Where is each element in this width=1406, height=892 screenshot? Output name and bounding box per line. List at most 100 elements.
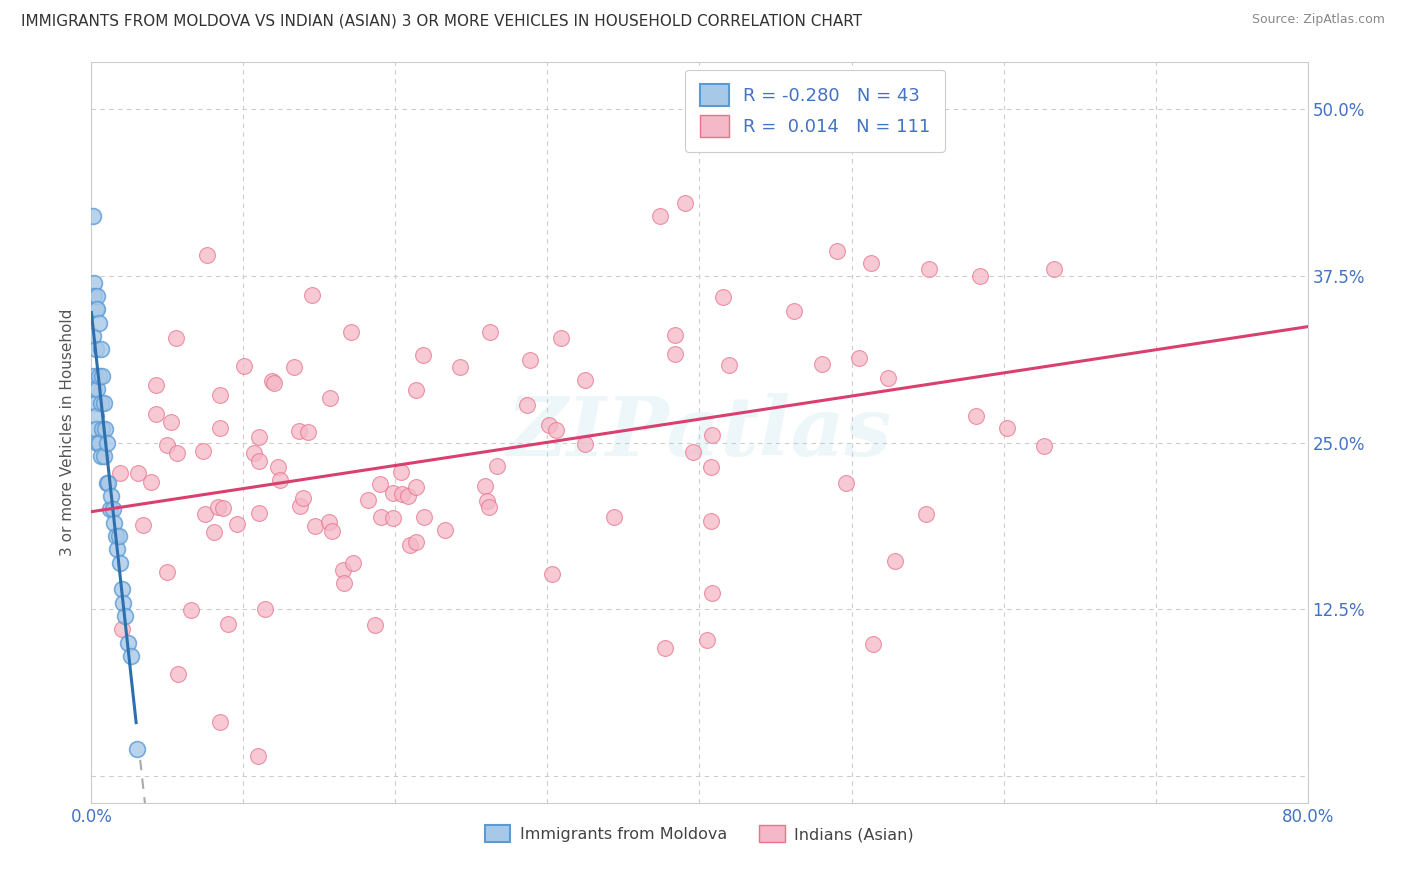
Point <box>654 640 676 655</box>
Point <box>208 421 231 435</box>
Point <box>83 276 105 290</box>
Point <box>333 576 356 591</box>
Text: IMMIGRANTS FROM MOLDOVA VS INDIAN (ASIAN) 3 OR MORE VEHICLES IN HOUSEHOLD CORREL: IMMIGRANTS FROM MOLDOVA VS INDIAN (ASIAN… <box>21 13 862 29</box>
Point <box>405 481 427 495</box>
Point <box>263 376 285 390</box>
Point <box>538 418 561 433</box>
Point <box>111 622 134 636</box>
Point <box>332 563 354 577</box>
Point <box>86 382 108 396</box>
Point <box>131 517 153 532</box>
Point <box>89 343 111 357</box>
Point <box>105 542 128 557</box>
Point <box>478 500 501 514</box>
Point <box>86 289 108 303</box>
Point <box>96 435 118 450</box>
Point <box>156 566 179 580</box>
Point <box>650 209 672 223</box>
Point <box>363 618 385 632</box>
Legend: Immigrants from Moldova, Indians (Asian): Immigrants from Moldova, Indians (Asian) <box>477 817 922 850</box>
Point <box>405 535 427 549</box>
Point <box>93 449 115 463</box>
Point <box>700 586 723 600</box>
Point <box>519 353 541 368</box>
Point <box>318 391 340 405</box>
Point <box>318 515 340 529</box>
Point <box>217 617 239 632</box>
Point <box>139 475 162 489</box>
Point <box>87 435 110 450</box>
Point <box>389 465 412 479</box>
Point <box>546 423 568 437</box>
Point <box>91 422 114 436</box>
Point <box>82 329 104 343</box>
Point <box>304 518 326 533</box>
Point <box>247 453 270 467</box>
Point <box>574 373 596 387</box>
Point <box>247 429 270 443</box>
Point <box>291 491 314 505</box>
Point <box>602 509 624 524</box>
Point <box>550 331 572 345</box>
Point <box>86 435 108 450</box>
Point <box>96 475 118 490</box>
Point <box>433 523 456 537</box>
Point <box>120 648 142 663</box>
Point <box>202 524 225 539</box>
Point <box>321 524 343 538</box>
Point <box>396 489 419 503</box>
Point <box>112 596 135 610</box>
Point <box>160 415 183 429</box>
Point <box>696 632 718 647</box>
Point <box>475 494 498 508</box>
Point <box>93 395 115 409</box>
Point <box>194 508 217 522</box>
Point <box>225 517 247 532</box>
Point <box>915 507 938 521</box>
Text: Source: ZipAtlas.com: Source: ZipAtlas.com <box>1251 13 1385 27</box>
Point <box>86 302 108 317</box>
Point <box>700 459 723 474</box>
Point <box>449 359 471 374</box>
Point <box>356 492 378 507</box>
Point <box>89 395 111 409</box>
Point <box>884 554 907 568</box>
Point <box>83 368 105 383</box>
Point <box>165 331 187 345</box>
Text: ZIPatlas: ZIPatlas <box>506 392 893 473</box>
Point <box>211 501 233 516</box>
Point <box>87 368 110 383</box>
Point <box>166 446 188 460</box>
Point <box>969 269 991 284</box>
Point <box>100 489 122 503</box>
Point <box>848 351 870 366</box>
Point <box>682 445 704 459</box>
Point <box>966 409 988 423</box>
Point <box>860 255 883 269</box>
Point <box>111 582 134 597</box>
Point <box>114 609 136 624</box>
Point <box>84 422 107 436</box>
Point <box>125 742 148 756</box>
Point <box>262 375 284 389</box>
Point <box>702 428 724 442</box>
Point <box>673 195 696 210</box>
Point <box>398 538 420 552</box>
Point <box>700 514 723 528</box>
Point <box>718 359 741 373</box>
Point <box>342 556 364 570</box>
Y-axis label: 3 or more Vehicles in Household: 3 or more Vehicles in Household <box>60 309 76 557</box>
Point <box>193 443 215 458</box>
Point <box>83 382 105 396</box>
Point <box>195 248 218 262</box>
Point <box>167 666 190 681</box>
Point <box>412 510 434 524</box>
Point <box>208 715 231 730</box>
Point <box>540 567 562 582</box>
Point <box>94 422 117 436</box>
Point <box>1032 439 1054 453</box>
Point <box>101 502 124 516</box>
Point <box>288 499 311 513</box>
Point <box>711 290 734 304</box>
Point <box>180 603 202 617</box>
